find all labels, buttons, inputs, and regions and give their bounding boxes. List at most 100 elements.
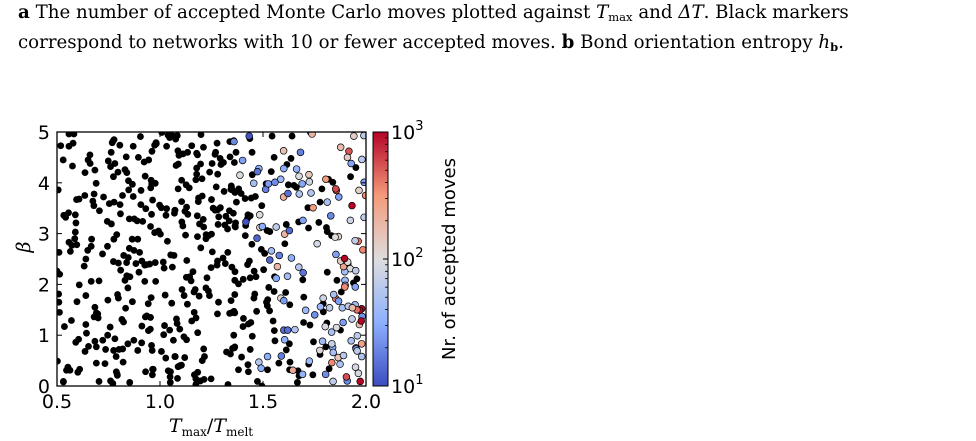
scatter-point-black [207, 264, 215, 272]
scatter-point-black [66, 247, 74, 255]
y-axis: 0 1 2 3 4 5 [38, 122, 366, 398]
scatter-point-black [68, 317, 75, 324]
scatter-point-black [142, 368, 149, 376]
scatter-point-black [265, 284, 273, 291]
scatter-point-black [60, 211, 68, 219]
scatter-point-black [110, 136, 118, 144]
scatter-point-black [163, 205, 170, 213]
scatter-point-black [323, 224, 330, 231]
scatter-point-black [352, 164, 360, 171]
scatter-point-black [145, 327, 152, 335]
scatter-point-black [111, 335, 119, 343]
scatter-point-black [136, 248, 144, 256]
scatter-point-black [239, 275, 247, 283]
scatter-point-black [90, 202, 98, 210]
scatter-point-colored [230, 137, 238, 146]
scatter-point-black [228, 183, 235, 191]
scatter-point-black [110, 347, 118, 354]
scatter-point-black [174, 374, 181, 382]
scatter-point-black [244, 261, 251, 268]
scatter-point-black [268, 132, 276, 140]
scatter-point-black [85, 342, 92, 350]
scatter-point-black [145, 156, 153, 164]
scatter-point-black [158, 348, 165, 355]
scatter-point-black [325, 365, 333, 373]
caption-a-text-2: . Black markers [703, 2, 849, 23]
scatter-point-colored [346, 216, 355, 225]
caption-a-text-1: The number of accepted Monte Carlo moves… [35, 2, 591, 23]
scatter-point-black [232, 148, 240, 156]
scatter-point-black [202, 284, 210, 292]
scatter-point-black [188, 317, 196, 325]
scatter-point-black [113, 370, 121, 378]
scatter-point-colored [279, 147, 288, 155]
scatter-point-colored [249, 179, 258, 188]
scatter-point-black [223, 348, 230, 356]
caption-a-text-3: correspond to networks with 10 or fewer … [18, 32, 556, 53]
scatter-point-colored [272, 223, 280, 231]
scatter-point-black [149, 365, 156, 373]
scatter-point-colored [318, 337, 327, 346]
scatter-point-black [65, 132, 73, 137]
scatter-point-black [181, 354, 189, 361]
scatter-point-black [215, 213, 223, 221]
scatter-point-colored [348, 201, 356, 210]
scatter-point-colored [359, 246, 366, 254]
scatter-point-black [147, 176, 155, 184]
caption-line-2: correspond to networks with 10 or fewer … [18, 32, 844, 54]
scatter-point-black [188, 142, 196, 150]
scatter-point-black [180, 333, 188, 341]
scatter-point-black [231, 291, 239, 298]
scatter-point-black [57, 270, 64, 278]
scatter-point-black [225, 217, 233, 225]
scatter-point-black [230, 307, 238, 315]
scatter-point-colored [331, 233, 339, 241]
scatter-point-black [59, 378, 67, 385]
scatter-point-black [166, 373, 174, 381]
scatter-point-colored [357, 340, 366, 348]
scatter-points [57, 132, 366, 386]
scatter-point-black [59, 156, 67, 164]
caption-a-label: a [18, 2, 30, 23]
scatter-point-black [197, 132, 205, 138]
scatter-point-black [137, 133, 144, 140]
scatter-point-colored [277, 352, 286, 360]
scatter-point-colored [351, 266, 360, 275]
scatter-point-colored [343, 153, 352, 162]
scatter-point-colored [348, 315, 356, 323]
scatter-point-black [215, 298, 222, 306]
scatter-point-black [193, 170, 201, 178]
scatter-point-black [161, 322, 168, 329]
scatter-point-black [130, 215, 138, 223]
scatter-point-black [226, 153, 234, 161]
scatter-point-black [110, 173, 117, 181]
scatter-point-black [95, 378, 103, 385]
scatter-point-black [117, 210, 124, 218]
scatter-point-black [246, 346, 254, 353]
scatter-point-black [92, 359, 100, 367]
scatter-point-black [121, 166, 129, 173]
scatter-point-black [174, 160, 182, 168]
scatter-point-black [130, 246, 138, 254]
scatter-point-black [206, 292, 213, 299]
scatter-point-black [270, 154, 278, 161]
x-tick-label: 0.5 [42, 391, 72, 413]
scatter-point-black [270, 288, 278, 295]
scatter-point-black [221, 260, 229, 267]
scatter-point-black [281, 240, 289, 248]
scatter-point-black [178, 361, 185, 369]
scatter-point-black [208, 160, 216, 167]
x-axis: 0.5 1.0 1.5 2.0 [42, 132, 381, 413]
scatter-point-black [300, 319, 307, 326]
scatter-point-black [194, 368, 202, 376]
scatter-point-colored [257, 364, 265, 372]
scatter-point-colored [328, 358, 336, 367]
scatter-point-black [82, 321, 90, 328]
scatter-point-black [286, 358, 294, 366]
colorbar-tick-label: 103 [391, 119, 423, 144]
scatter-point-black [124, 340, 132, 348]
y-tick-label: 4 [38, 173, 50, 195]
scatter-point-black [220, 188, 228, 195]
scatter-point-black [147, 294, 155, 302]
